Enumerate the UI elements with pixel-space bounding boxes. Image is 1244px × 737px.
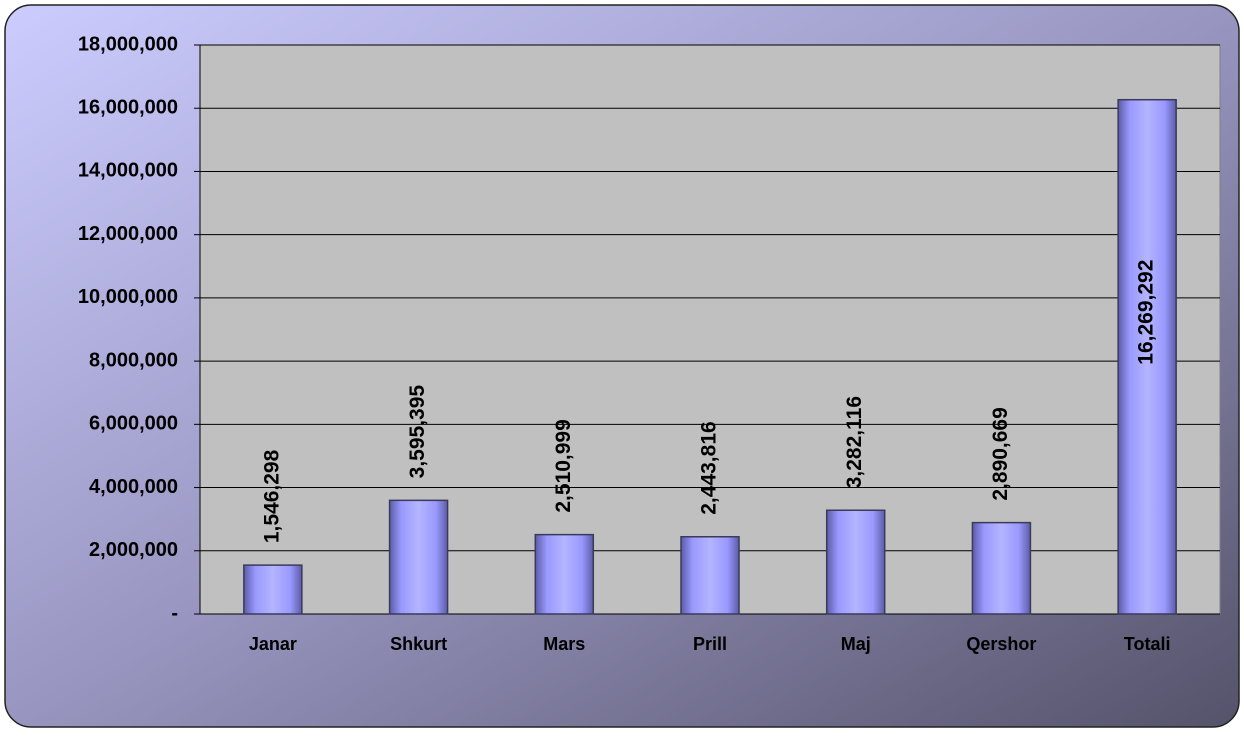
y-tick-label: 10,000,000 (78, 286, 178, 308)
x-tick-label: Shkurt (390, 634, 447, 654)
bar (680, 535, 740, 615)
bar (388, 499, 449, 615)
x-tick-label: Prill (693, 634, 727, 654)
y-tick-label: 8,000,000 (89, 349, 178, 371)
y-tick-label: 12,000,000 (78, 223, 178, 245)
bar (825, 509, 886, 615)
x-tick-label: Qershor (966, 634, 1036, 654)
value-label: 2,890,669 (989, 407, 1012, 500)
bar (971, 521, 1032, 615)
y-tick-label: - (171, 602, 178, 624)
bar (1117, 98, 1177, 615)
value-label: 2,510,999 (552, 419, 575, 512)
plot-area (199, 44, 1221, 615)
x-tick-label: Janar (249, 634, 297, 654)
y-tick-label: 14,000,000 (78, 160, 178, 182)
value-label: 2,443,816 (698, 421, 721, 514)
y-tick-label: 2,000,000 (89, 539, 178, 561)
bar (534, 533, 595, 615)
value-label: 3,595,395 (406, 385, 429, 479)
value-label: 3,282,116 (843, 396, 866, 488)
y-tick-label: 4,000,000 (89, 476, 178, 498)
bar (243, 564, 303, 615)
y-tick-label: 16,000,000 (78, 97, 178, 119)
value-label: 1,546,298 (260, 449, 283, 543)
y-tick-label: 18,000,000 (78, 33, 178, 55)
x-tick-label: Maj (841, 634, 871, 654)
y-tick-label: 6,000,000 (89, 413, 178, 435)
x-tick-label: Mars (543, 634, 585, 654)
value-label: 16,269,292 (1135, 260, 1158, 365)
x-tick-label: Totali (1124, 634, 1171, 654)
